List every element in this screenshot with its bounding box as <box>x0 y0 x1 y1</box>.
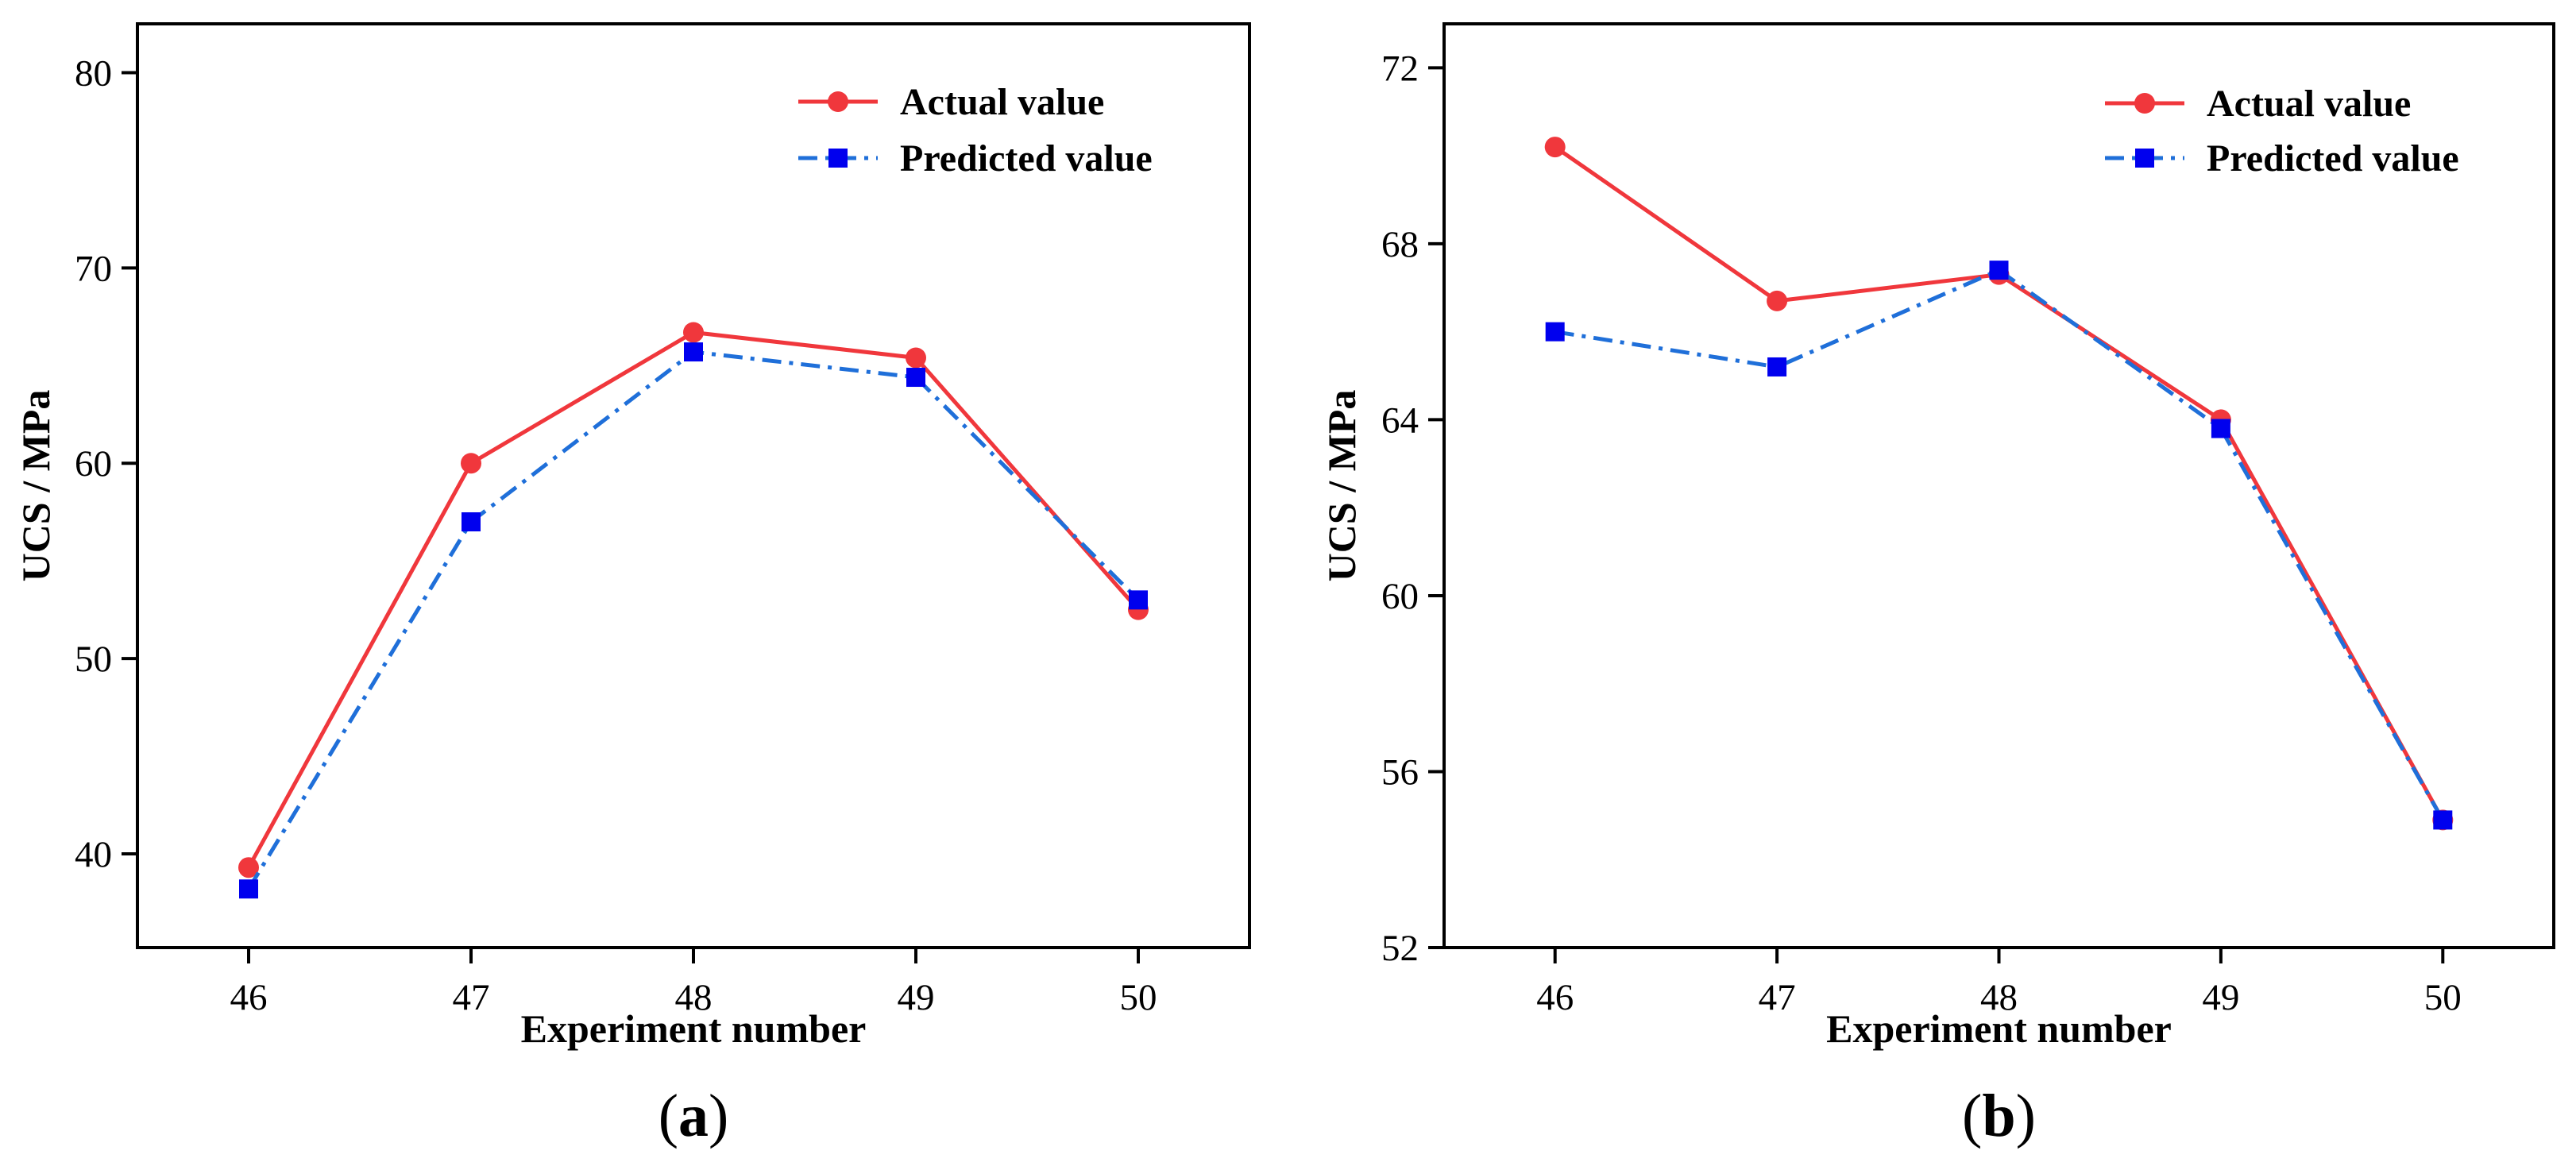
predicted-point <box>1545 322 1565 342</box>
actual-point <box>461 453 481 474</box>
actual-point <box>906 347 926 369</box>
y-tick-label: 50 <box>75 639 112 680</box>
y-tick-label: 56 <box>1381 751 1419 793</box>
actual-point <box>238 857 259 878</box>
x-tick-label: 49 <box>2202 977 2239 1018</box>
panel-label: (a) <box>658 1083 729 1149</box>
x-axis-title: Experiment number <box>521 1006 867 1051</box>
x-tick-label: 49 <box>898 977 935 1018</box>
predicted-point <box>2211 419 2230 438</box>
y-tick-label: 64 <box>1381 400 1419 441</box>
predicted-point <box>239 879 258 899</box>
y-tick-label: 80 <box>75 52 112 94</box>
x-tick-label: 48 <box>1980 977 2018 1018</box>
series-line-predicted <box>246 349 1140 890</box>
legend-marker-predicted <box>828 149 848 168</box>
x-tick-label: 50 <box>1120 977 1157 1018</box>
actual-point <box>1767 290 1788 311</box>
y-tick-label: 60 <box>1381 576 1419 617</box>
y-tick-label: 52 <box>1381 928 1419 969</box>
x-tick-label: 47 <box>1759 977 1796 1018</box>
actual-point <box>1544 137 1566 158</box>
x-tick-label: 46 <box>230 977 268 1018</box>
legend-marker-actual <box>2134 93 2155 114</box>
x-tick-label: 46 <box>1536 977 1574 1018</box>
predicted-point <box>462 512 481 531</box>
series-line-predicted <box>1554 268 2445 821</box>
predicted-point <box>1767 357 1787 376</box>
legend-label-predicted: Predicted value <box>2207 137 2459 180</box>
y-tick-label: 70 <box>75 248 112 289</box>
series-line-actual <box>1554 145 2445 821</box>
chart-panel-a: 46 47 48 49 50 40 50 60 70 80 Experiment number UCS… <box>14 22 1251 1149</box>
chart-panel-b: 46 47 48 49 50 52 56 60 64 68 72 Experiment number U… <box>1319 22 2555 1149</box>
y-tick-label: 68 <box>1381 224 1419 265</box>
legend-label-predicted: Predicted value <box>900 137 1153 180</box>
y-axis-title: UCS / MPa <box>14 390 58 582</box>
y-tick-label: 40 <box>75 834 112 875</box>
y-tick-label: 72 <box>1381 48 1419 89</box>
predicted-point <box>2433 810 2453 830</box>
legend-marker-predicted <box>2135 149 2154 168</box>
x-axis-title: Experiment number <box>1826 1006 2172 1051</box>
legend-label-actual: Actual value <box>900 81 1104 123</box>
predicted-point <box>906 368 925 388</box>
predicted-point <box>1989 261 2009 280</box>
panel-label: (b) <box>1962 1083 2036 1149</box>
x-tick-label: 47 <box>453 977 490 1018</box>
x-tick-label: 48 <box>675 977 713 1018</box>
predicted-point <box>684 342 703 362</box>
x-tick-label: 50 <box>2424 977 2462 1018</box>
series-line-actual <box>246 330 1140 869</box>
actual-point <box>683 322 704 343</box>
y-axis-title: UCS / MPa <box>1319 390 1364 582</box>
legend-label-actual: Actual value <box>2207 83 2411 125</box>
predicted-point <box>1129 590 1148 610</box>
y-tick-label: 60 <box>75 443 112 485</box>
legend-marker-actual <box>828 91 848 112</box>
